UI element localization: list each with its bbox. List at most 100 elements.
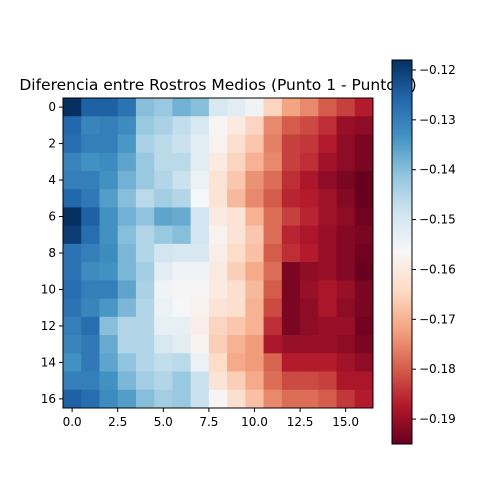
- heatmap-cell: [81, 390, 100, 409]
- heatmap-cell: [136, 262, 155, 281]
- heatmap-cell: [227, 299, 246, 318]
- heatmap-cell: [191, 335, 210, 354]
- heatmap-cell: [282, 317, 301, 336]
- heatmap-cell: [337, 189, 356, 208]
- heatmap-cell: [282, 299, 301, 318]
- heatmap-cell: [118, 116, 137, 135]
- heatmap-cell: [118, 372, 137, 391]
- heatmap-cell: [355, 189, 374, 208]
- heatmap-cell: [63, 280, 82, 299]
- heatmap-cell: [99, 207, 118, 226]
- heatmap-cell: [245, 244, 264, 263]
- heatmap-cell: [209, 299, 228, 318]
- heatmap-cell: [191, 280, 210, 299]
- colorbar-tick-label: −0.17: [419, 312, 456, 326]
- heatmap-cell: [337, 207, 356, 226]
- heatmap-cell: [337, 226, 356, 245]
- heatmap-cell: [81, 372, 100, 391]
- heatmap-cell: [337, 280, 356, 299]
- heatmap-cell: [337, 335, 356, 354]
- heatmap-cell: [136, 171, 155, 190]
- heatmap-cell: [136, 317, 155, 336]
- heatmap-cell: [227, 335, 246, 354]
- heatmap-cell: [81, 171, 100, 190]
- y-tick-label: 10: [41, 282, 56, 296]
- heatmap-cell: [282, 280, 301, 299]
- heatmap-cell: [264, 299, 283, 318]
- heatmap-cell: [355, 372, 374, 391]
- heatmap-cell: [318, 353, 337, 372]
- heatmap-cell: [191, 116, 210, 135]
- heatmap-cell: [118, 244, 137, 263]
- heatmap-cell: [172, 171, 191, 190]
- heatmap-cell: [191, 372, 210, 391]
- heatmap-cell: [245, 335, 264, 354]
- heatmap-cell: [63, 189, 82, 208]
- heatmap-cell: [81, 153, 100, 172]
- heatmap-cell: [264, 116, 283, 135]
- heatmap-cell: [118, 207, 137, 226]
- heatmap-cell: [245, 372, 264, 391]
- heatmap-cell: [300, 116, 319, 135]
- heatmap-cell: [99, 280, 118, 299]
- heatmap-cell: [209, 390, 228, 409]
- heatmap-cell: [318, 189, 337, 208]
- heatmap-cell: [318, 116, 337, 135]
- heatmap-cell: [264, 171, 283, 190]
- colorbar-tick-label: −0.16: [419, 262, 456, 276]
- heatmap-cell: [154, 353, 173, 372]
- heatmap-cell: [63, 134, 82, 153]
- heatmap-cell: [227, 226, 246, 245]
- heatmap-cell: [282, 171, 301, 190]
- heatmap-cell: [227, 390, 246, 409]
- heatmap-cell: [118, 335, 137, 354]
- heatmap-cell: [154, 171, 173, 190]
- heatmap-cell: [99, 317, 118, 336]
- heatmap-cell: [99, 390, 118, 409]
- heatmap-cell: [355, 134, 374, 153]
- heatmap-cell: [264, 98, 283, 117]
- heatmap-cell: [355, 171, 374, 190]
- heatmap-cell: [118, 153, 137, 172]
- heatmap-cell: [118, 390, 137, 409]
- heatmap-cell: [154, 189, 173, 208]
- heatmap-cell: [99, 335, 118, 354]
- heatmap-cell: [355, 280, 374, 299]
- colorbar-tick-label: −0.19: [419, 412, 456, 426]
- heatmap-cell: [245, 116, 264, 135]
- heatmap-cell: [136, 335, 155, 354]
- heatmap-cell: [264, 207, 283, 226]
- heatmap-cell: [99, 244, 118, 263]
- heatmap-cell: [209, 280, 228, 299]
- heatmap-cell: [154, 153, 173, 172]
- heatmap-cell: [245, 317, 264, 336]
- y-tick-label: 12: [41, 319, 56, 333]
- heatmap-cell: [282, 335, 301, 354]
- heatmap-cell: [81, 244, 100, 263]
- heatmap-cell: [99, 189, 118, 208]
- heatmap-cell: [300, 98, 319, 117]
- heatmap-cell: [154, 390, 173, 409]
- heatmap-cell: [209, 226, 228, 245]
- heatmap-cell: [209, 153, 228, 172]
- heatmap-cell: [318, 134, 337, 153]
- heatmap-cell: [282, 226, 301, 245]
- heatmap-cell: [154, 317, 173, 336]
- heatmap-cell: [227, 189, 246, 208]
- heatmap-cell: [81, 98, 100, 117]
- y-tick-label: 4: [48, 173, 56, 187]
- heatmap-cell: [63, 372, 82, 391]
- heatmap-cell: [337, 262, 356, 281]
- heatmap-cell: [81, 335, 100, 354]
- x-axis: 0.0 2.5 5.0 7.5 10.0 12.5 15.0: [63, 408, 359, 429]
- heatmap-cell: [264, 153, 283, 172]
- heatmap-cell: [318, 280, 337, 299]
- heatmap-cell: [300, 134, 319, 153]
- heatmap-cell: [355, 335, 374, 354]
- heatmap-cell: [318, 390, 337, 409]
- heatmap-cell: [136, 280, 155, 299]
- y-tick-label: 0: [48, 100, 56, 114]
- heatmap-cell: [81, 134, 100, 153]
- heatmap-cell: [264, 244, 283, 263]
- heatmap-cell: [300, 335, 319, 354]
